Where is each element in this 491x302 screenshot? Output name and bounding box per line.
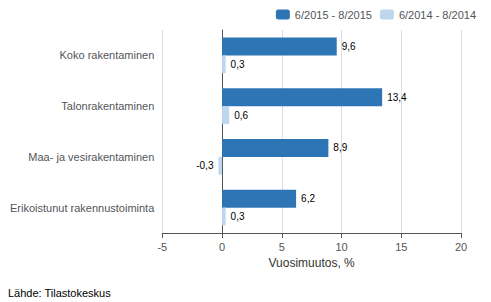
svg-text:0: 0 — [219, 241, 225, 253]
svg-text:8,9: 8,9 — [333, 142, 347, 153]
svg-text:6,2: 6,2 — [301, 193, 315, 204]
svg-text:6/2015 - 8/2015: 6/2015 - 8/2015 — [295, 9, 372, 21]
svg-text:15: 15 — [395, 241, 407, 253]
svg-text:0,6: 0,6 — [234, 110, 248, 121]
svg-text:Erikoistunut rakennustoiminta: Erikoistunut rakennustoiminta — [10, 202, 155, 214]
svg-text:13,4: 13,4 — [387, 92, 407, 103]
svg-text:10: 10 — [335, 241, 347, 253]
svg-text:6/2014 - 8/2014: 6/2014 - 8/2014 — [399, 9, 476, 21]
svg-text:-0,3: -0,3 — [196, 160, 214, 171]
svg-text:Maa- ja vesirakentaminen: Maa- ja vesirakentaminen — [28, 151, 154, 163]
svg-text:0,3: 0,3 — [231, 211, 245, 222]
svg-text:Vuosimuutos, %: Vuosimuutos, % — [269, 256, 356, 270]
svg-text:Talonrakentaminen: Talonrakentaminen — [61, 100, 154, 112]
svg-text:Koko rakentaminen: Koko rakentaminen — [60, 49, 155, 61]
svg-text:0,3: 0,3 — [231, 59, 245, 70]
svg-text:Lähde: Tilastokeskus: Lähde: Tilastokeskus — [8, 287, 111, 299]
svg-text:9,6: 9,6 — [342, 41, 356, 52]
svg-text:20: 20 — [455, 241, 467, 253]
svg-text:-5: -5 — [157, 241, 167, 253]
svg-text:5: 5 — [279, 241, 285, 253]
